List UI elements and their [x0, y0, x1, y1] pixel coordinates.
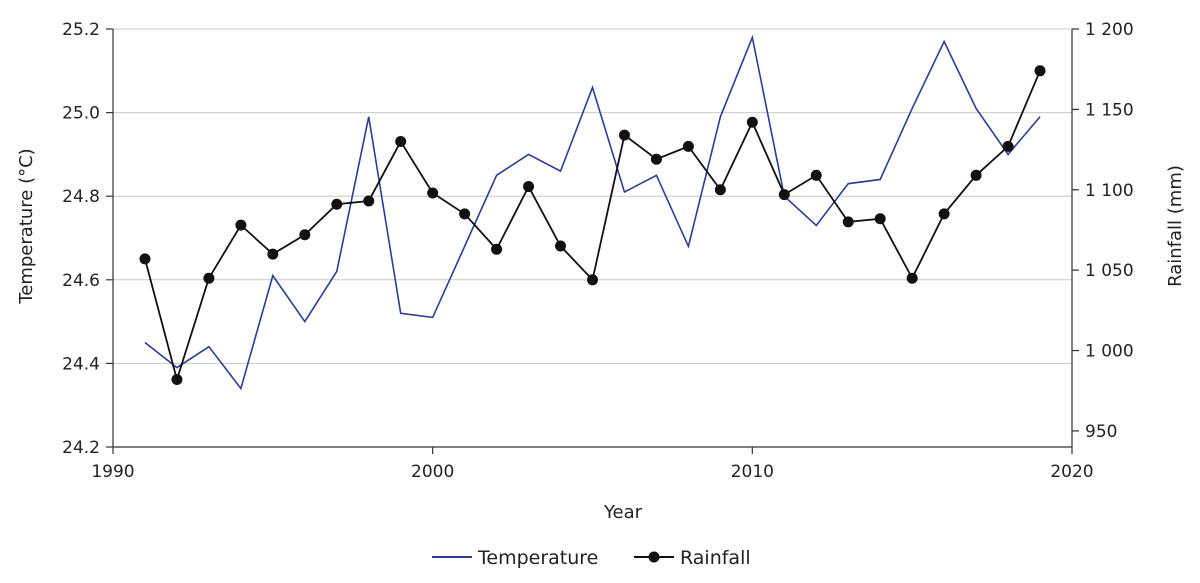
point-rainfall-2012	[810, 169, 822, 181]
point-rainfall-2009	[714, 184, 726, 196]
series-line-temperature	[144, 34, 1041, 391]
y-right-tick-label-3: 1 100	[1085, 181, 1134, 201]
axes	[106, 28, 1079, 454]
x-axis-title: Year	[603, 502, 643, 523]
point-rainfall-1996	[299, 229, 311, 241]
x-tick-label-0: 1990	[91, 462, 134, 482]
point-rainfall-2019	[1034, 65, 1046, 77]
series-line-rainfall	[144, 70, 1041, 383]
point-rainfall-2017	[970, 169, 982, 181]
point-rainfall-2000	[427, 187, 439, 199]
point-rainfall-2002	[491, 243, 503, 255]
point-rainfall-1991	[139, 253, 151, 265]
series	[139, 34, 1046, 391]
y-left-tick-label-4: 25.0	[62, 104, 100, 124]
point-rainfall-2013	[842, 216, 854, 228]
y-right-tick-label-1: 1 000	[1085, 342, 1134, 362]
point-rainfall-2016	[938, 208, 950, 220]
point-rainfall-1992	[171, 373, 183, 385]
y-left-tick-label-2: 24.6	[62, 271, 100, 291]
y-left-tick-label-3: 24.8	[62, 187, 100, 207]
point-rainfall-2006	[618, 129, 630, 141]
tick-labels: 1990 2000 2010 2020 24.2 24.4 24.6 24.8 25.0 25.2…	[62, 20, 1134, 482]
point-rainfall-2003	[523, 181, 535, 193]
point-rainfall-2001	[459, 208, 471, 220]
point-rainfall-1993	[203, 272, 215, 284]
y-right-tick-label-0: 950	[1085, 422, 1117, 442]
y-right-tick-label-2: 1 050	[1085, 261, 1134, 281]
point-rainfall-2011	[778, 189, 790, 201]
x-tick-label-2: 2010	[731, 462, 774, 482]
y-axis-left-title: Temperature (°C)	[16, 148, 37, 304]
y-left-tick-label-1: 24.4	[62, 354, 100, 374]
legend-item-rainfall: Rainfall	[634, 547, 751, 569]
point-rainfall-2014	[874, 213, 886, 225]
point-rainfall-2008	[682, 140, 694, 152]
legend-label-rainfall: Rainfall	[680, 547, 751, 569]
point-rainfall-1997	[331, 198, 343, 210]
y-axis-right-title: Rainfall (mm)	[1165, 165, 1186, 287]
point-rainfall-2010	[746, 116, 758, 128]
legend-label-temperature: Temperature	[477, 547, 598, 569]
point-rainfall-2005	[587, 274, 598, 286]
legend-marker-rainfall	[648, 551, 660, 563]
x-tick-label-1: 2000	[411, 462, 454, 482]
y-left-tick-label-0: 24.2	[62, 438, 100, 458]
point-rainfall-2004	[555, 240, 567, 252]
legend-item-temperature: Temperature	[432, 547, 598, 569]
point-rainfall-1998	[363, 195, 375, 207]
legend: Temperature Rainfall	[432, 547, 751, 569]
y-right-tick-label-4: 1 150	[1085, 100, 1134, 120]
y-left-tick-label-5: 25.2	[62, 20, 100, 40]
point-rainfall-1995	[267, 248, 279, 260]
x-tick-label-3: 2020	[1050, 462, 1093, 482]
point-rainfall-2018	[1002, 140, 1014, 152]
point-rainfall-2015	[906, 272, 918, 284]
y-right-tick-label-5: 1 200	[1085, 20, 1134, 40]
point-rainfall-1999	[395, 136, 407, 148]
gridlines	[113, 28, 1072, 448]
point-rainfall-1994	[235, 219, 247, 231]
point-rainfall-2007	[650, 153, 662, 165]
